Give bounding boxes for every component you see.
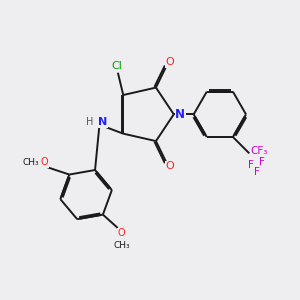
- Text: F: F: [259, 157, 265, 167]
- Text: O: O: [166, 161, 174, 171]
- Text: Cl: Cl: [111, 61, 122, 71]
- Text: O: O: [118, 228, 125, 238]
- Text: N: N: [98, 117, 108, 128]
- Text: O: O: [41, 157, 48, 167]
- Text: N: N: [175, 108, 185, 121]
- Text: H: H: [86, 117, 94, 128]
- Text: F: F: [254, 167, 260, 177]
- Text: CH₃: CH₃: [22, 158, 39, 166]
- Text: O: O: [166, 57, 174, 67]
- Text: F: F: [248, 160, 254, 170]
- Text: CH₃: CH₃: [113, 241, 130, 250]
- Text: CF₃: CF₃: [250, 146, 268, 156]
